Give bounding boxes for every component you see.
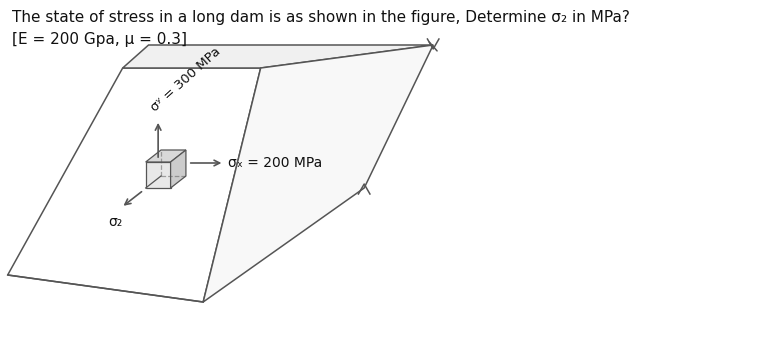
Text: σ₂: σ₂	[108, 216, 123, 230]
Text: [E = 200 Gpa, μ = 0.3]: [E = 200 Gpa, μ = 0.3]	[12, 32, 187, 47]
Text: σʸ = 300 MPa: σʸ = 300 MPa	[148, 45, 223, 114]
Polygon shape	[8, 68, 260, 302]
Text: The state of stress in a long dam is as shown in the figure, Determine σ₂ in MPa: The state of stress in a long dam is as …	[12, 10, 629, 25]
Text: σₓ = 200 MPa: σₓ = 200 MPa	[228, 156, 323, 170]
Polygon shape	[146, 150, 186, 162]
Polygon shape	[123, 45, 433, 68]
Polygon shape	[146, 162, 170, 188]
Polygon shape	[204, 45, 433, 302]
Polygon shape	[170, 150, 186, 188]
